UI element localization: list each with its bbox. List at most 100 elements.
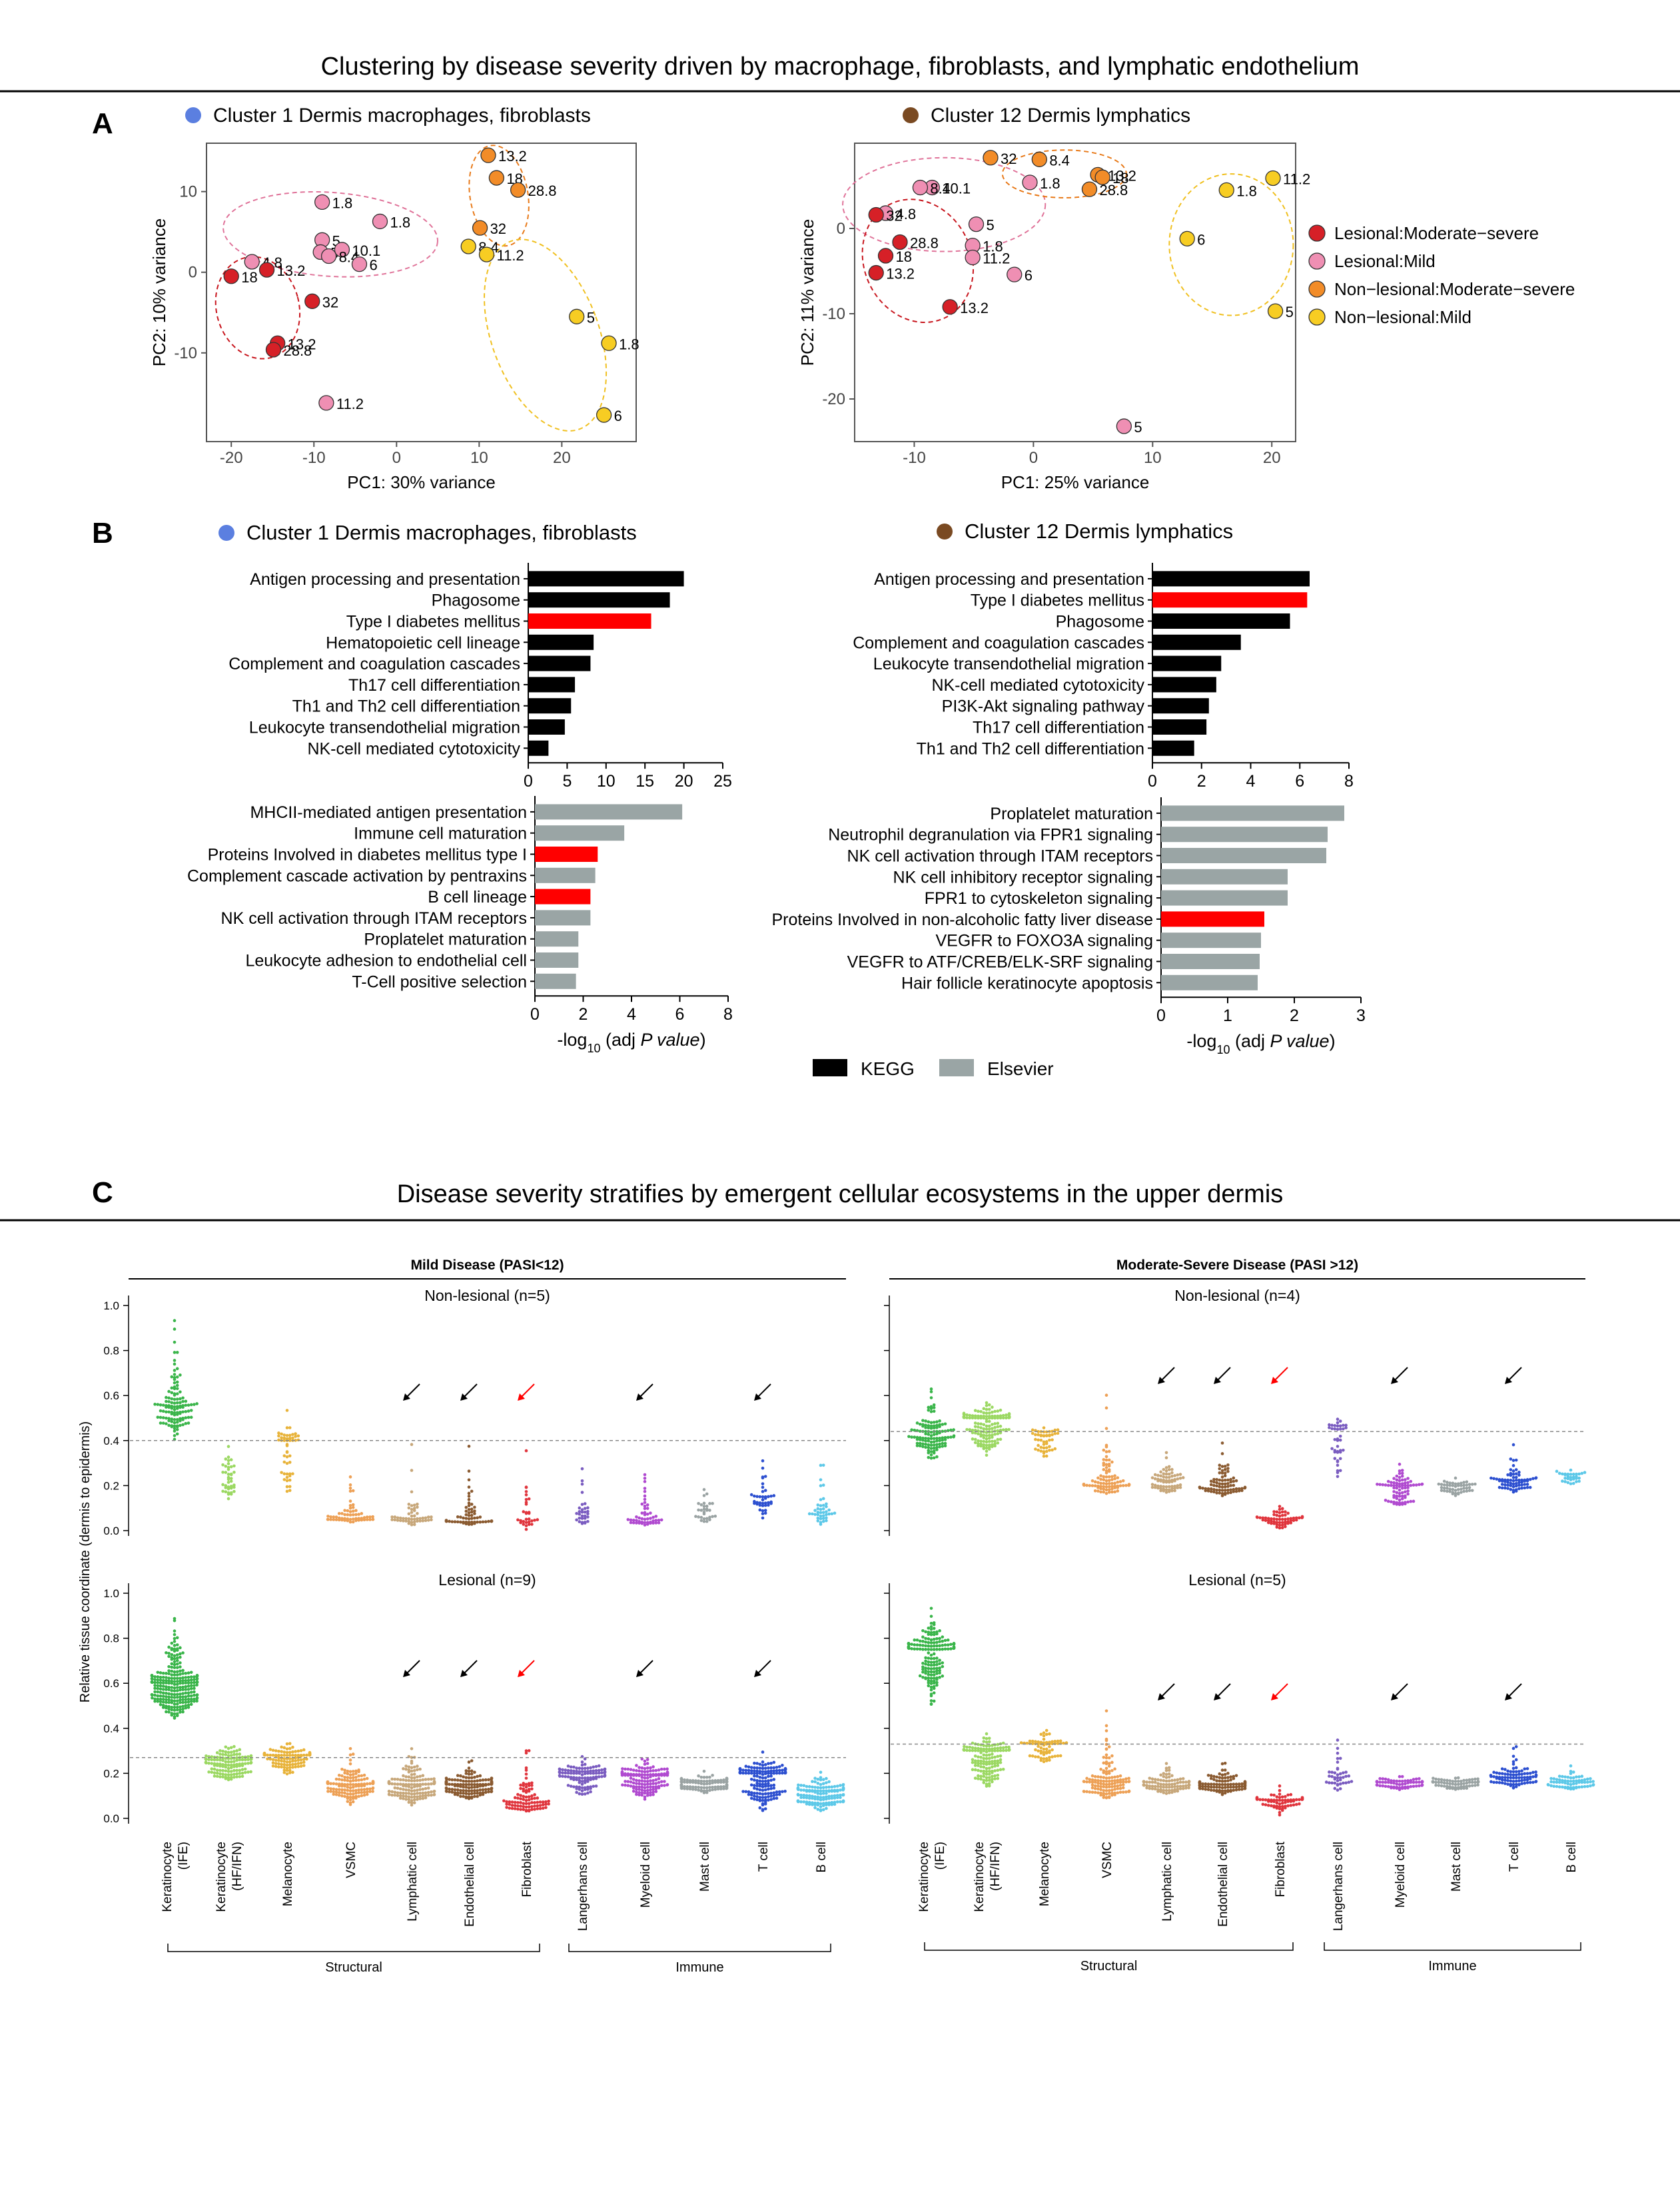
swarm-point: [816, 1511, 820, 1514]
swarm-point: [1468, 1483, 1471, 1486]
swarm-point: [544, 1800, 548, 1804]
swarm-point: [991, 1762, 994, 1766]
swarm-point: [637, 1785, 641, 1789]
swarm-point: [536, 1807, 540, 1810]
swarm-point: [193, 1678, 196, 1682]
swarm-point: [1045, 1740, 1049, 1744]
swarm-point: [1184, 1780, 1188, 1784]
swarm-point: [991, 1433, 994, 1437]
swarm-point: [1333, 1776, 1337, 1780]
swarm-point: [1090, 1783, 1094, 1787]
swarm-point: [915, 1643, 919, 1647]
swarm-point: [578, 1788, 582, 1791]
swarm-point: [402, 1774, 405, 1778]
swarm-point: [221, 1471, 224, 1474]
swarm-point: [362, 1518, 366, 1522]
swarm-point: [170, 1647, 174, 1651]
swarm-point: [1275, 1795, 1279, 1798]
swarm-point: [522, 1519, 526, 1523]
swarm-point: [993, 1425, 997, 1429]
swarm-point: [285, 1742, 289, 1746]
swarm-point: [825, 1781, 828, 1784]
swarm-point: [351, 1770, 355, 1773]
swarm-point: [229, 1754, 233, 1757]
swarm-point: [224, 1750, 228, 1754]
swarm-point: [915, 1421, 919, 1425]
swarm-point: [924, 1445, 927, 1449]
swarm-point: [586, 1509, 590, 1513]
swarm-y-tick-label: 0.2: [103, 1479, 119, 1492]
swarm-point: [1446, 1487, 1449, 1490]
swarm-point: [1187, 1783, 1191, 1786]
swarm-point: [410, 1514, 414, 1518]
swarm-point: [927, 1684, 931, 1688]
swarm-point: [643, 1789, 647, 1792]
swarm-point: [1121, 1783, 1125, 1786]
swarm-point: [819, 1786, 823, 1790]
cell-type-label: Keratinocyte: [973, 1842, 987, 1912]
swarm-point: [777, 1790, 781, 1794]
swarm-point: [179, 1661, 182, 1664]
swarm-point: [1255, 1796, 1259, 1800]
swarm-point: [1566, 1475, 1570, 1479]
swarm-point: [1226, 1491, 1230, 1495]
swarm-point: [1104, 1491, 1108, 1495]
swarm-point: [1220, 1773, 1224, 1777]
bar-x-tick-label: 5: [562, 772, 572, 791]
swarm-point: [291, 1759, 294, 1763]
swarm-point: [519, 1804, 522, 1808]
swarm-point: [624, 1783, 627, 1787]
swarm-point: [1107, 1788, 1111, 1792]
swarm-point: [999, 1748, 1003, 1752]
swarm-point: [181, 1423, 185, 1427]
swarm-point: [1116, 1778, 1120, 1782]
swarm-point: [1511, 1482, 1515, 1486]
swarm-point: [767, 1798, 770, 1802]
bar-x-tick-label: 25: [713, 772, 732, 791]
swarm-point: [991, 1410, 994, 1414]
swarm-point: [1229, 1488, 1232, 1492]
swarm-point: [1552, 1780, 1556, 1784]
swarm-point: [470, 1789, 474, 1792]
swarm-point: [702, 1507, 706, 1511]
swarm-point: [285, 1475, 289, 1479]
swarm-point: [973, 1768, 977, 1772]
swarm-point: [1178, 1787, 1182, 1790]
swarm-point: [167, 1710, 171, 1714]
swarm-point: [340, 1512, 344, 1515]
panel-letter-a: A: [92, 107, 113, 140]
swarm-point: [993, 1442, 997, 1446]
swarm-point: [973, 1421, 977, 1425]
swarm-point: [813, 1801, 817, 1805]
swarm-point: [1525, 1483, 1529, 1486]
swarm-point: [927, 1627, 931, 1630]
swarm-point: [1104, 1737, 1108, 1741]
swarm-point: [470, 1769, 474, 1773]
structural-bracket: [167, 1944, 540, 1952]
pca-header-dot: [185, 107, 201, 123]
swarm-point: [982, 1443, 986, 1447]
swarm-point: [1330, 1447, 1334, 1451]
swarm-point: [999, 1758, 1003, 1762]
swarm-point: [938, 1668, 941, 1672]
swarm-point: [1454, 1485, 1458, 1488]
swarm-point: [153, 1686, 157, 1690]
swarm-point: [161, 1704, 165, 1707]
pca-point-label: 1.8: [983, 238, 1003, 255]
swarm-point: [991, 1414, 994, 1418]
swarm-point: [294, 1439, 297, 1442]
swarm-point: [816, 1516, 820, 1520]
swarm-point: [193, 1686, 196, 1690]
swarm-point: [594, 1775, 598, 1779]
swarm-point: [1395, 1779, 1399, 1783]
swarm-point: [153, 1675, 157, 1678]
swarm-point: [977, 1746, 980, 1750]
swarm-point: [927, 1656, 931, 1660]
bar: [535, 889, 591, 905]
swarm-point: [1215, 1782, 1218, 1786]
swarm-point: [679, 1776, 683, 1780]
swarm-point: [1432, 1776, 1435, 1780]
swarm-point: [645, 1770, 649, 1774]
swarm-point: [1511, 1766, 1515, 1770]
swarm-point: [943, 1438, 947, 1441]
